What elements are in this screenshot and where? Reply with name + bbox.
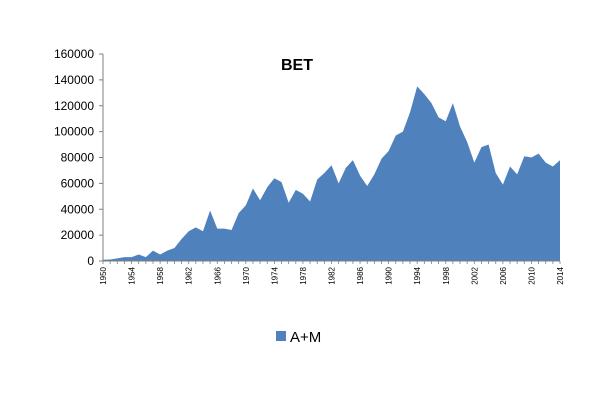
x-tick-label: 1982 [328, 266, 337, 284]
x-tick-label: 1958 [156, 266, 165, 284]
x-axis: 1950 1954 1958 1962 1966 1970 1974 1978 1982 1986… [99, 260, 565, 285]
y-tick-label: 120000 [54, 99, 94, 113]
y-tick-label: 80000 [61, 151, 95, 165]
x-tick-label: 2006 [499, 266, 508, 284]
y-tick-label: 100000 [54, 125, 94, 139]
y-tick-label: 160000 [54, 47, 94, 61]
y-tick-label: 40000 [61, 202, 95, 216]
x-tick-label: 1990 [385, 266, 394, 284]
x-tick-label: 1998 [442, 266, 451, 284]
x-tick-label: 1994 [413, 266, 422, 284]
x-tick-label: 1962 [185, 266, 194, 284]
x-tick-label: 1966 [213, 266, 222, 284]
y-tick-label: 20000 [61, 228, 95, 242]
x-tick-label: 1970 [242, 266, 251, 284]
legend-swatch [276, 331, 286, 341]
x-tick-label: 1986 [356, 266, 365, 284]
y-axis: 0 20000 40000 60000 80000 100000 120000 140000 1… [54, 47, 104, 268]
legend-label: A+M [290, 329, 321, 346]
x-tick-label: 1974 [270, 266, 279, 284]
y-tick-label: 60000 [61, 176, 95, 190]
x-tick-label: 2002 [470, 266, 479, 284]
x-tick-label: 1950 [99, 266, 108, 284]
area-series-0 [103, 86, 560, 261]
x-tick-label: 1954 [128, 266, 137, 284]
legend: A+M [276, 329, 321, 346]
y-tick-label: 140000 [54, 73, 94, 87]
x-tick-label: 2010 [527, 266, 536, 284]
plot-area [103, 86, 560, 261]
x-tick-label: 1978 [299, 266, 308, 284]
chart-title: BET [281, 57, 313, 74]
y-tick-label: 0 [87, 254, 94, 268]
x-tick-label: 2014 [556, 266, 565, 284]
